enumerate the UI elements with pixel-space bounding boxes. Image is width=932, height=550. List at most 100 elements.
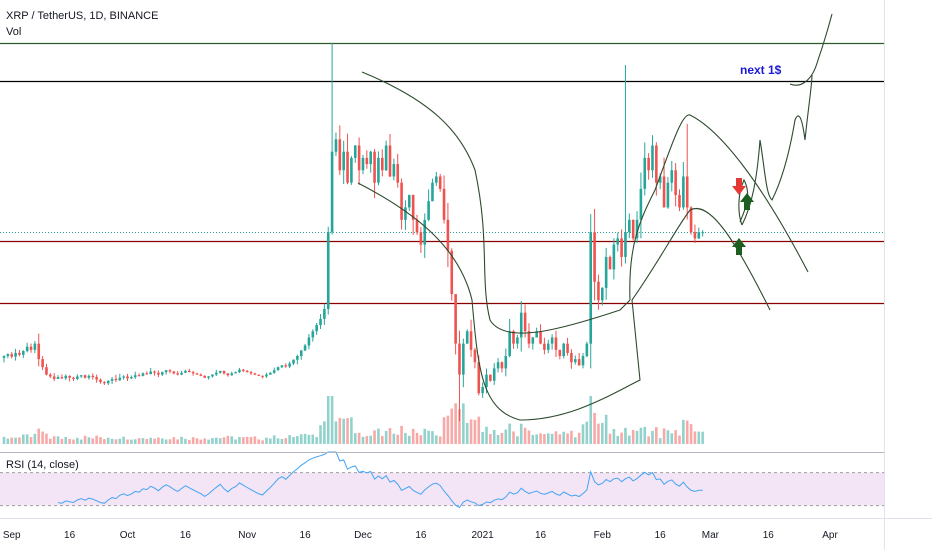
volume-bar — [612, 429, 616, 444]
volume-bar — [492, 429, 496, 444]
candle-body — [674, 170, 677, 196]
candle-body — [249, 372, 253, 374]
candle — [242, 368, 245, 373]
volume-bar — [296, 436, 299, 444]
candle — [496, 358, 500, 373]
candle-body — [296, 356, 299, 360]
candle-body — [311, 331, 315, 338]
candle — [342, 140, 345, 185]
candle-body — [215, 372, 218, 375]
rsi-line — [57, 451, 703, 509]
candle-body — [164, 370, 168, 373]
candle — [481, 382, 484, 398]
candle-body — [662, 176, 666, 208]
candle-body — [52, 376, 56, 379]
candle — [469, 319, 473, 357]
volume-bar — [99, 437, 102, 444]
volume-bar — [581, 424, 585, 444]
candle-body — [593, 232, 596, 282]
volume-bar — [33, 433, 37, 444]
volume-bar — [662, 428, 666, 444]
time-tick-label: Oct — [120, 530, 136, 541]
volume-bar — [674, 430, 677, 444]
candle — [489, 374, 492, 382]
candle — [601, 287, 604, 306]
candle — [14, 348, 17, 361]
candle — [141, 372, 145, 377]
volume-bar — [195, 438, 199, 444]
volume-bar — [249, 437, 253, 444]
volume-bar — [450, 408, 454, 444]
candle — [326, 226, 330, 315]
volume-bar — [207, 439, 210, 444]
candle — [353, 144, 357, 163]
candle-body — [701, 232, 704, 234]
candle-body — [616, 238, 620, 245]
candle — [6, 353, 10, 359]
rsi-label: RSI (14, close) — [6, 459, 79, 471]
candle — [199, 373, 203, 377]
volume-bar — [242, 437, 245, 444]
volume-bar — [400, 425, 403, 444]
candle-body — [338, 139, 342, 171]
volume-bar — [118, 438, 122, 444]
volume-bar — [624, 427, 627, 444]
candle-body — [10, 354, 14, 357]
time-tick-label: 16 — [64, 530, 76, 541]
candle — [388, 134, 392, 178]
candle-body — [22, 351, 25, 355]
candle — [56, 375, 60, 379]
volume-bar — [276, 438, 280, 444]
candle — [577, 352, 581, 366]
candle-body — [357, 145, 361, 171]
volume-bar — [87, 437, 91, 444]
candle — [558, 349, 562, 360]
candle-body — [319, 318, 322, 326]
candle-body — [631, 219, 635, 239]
volume-bar — [64, 436, 68, 444]
volume-bar — [454, 403, 457, 444]
candle — [334, 132, 338, 157]
volume-bar — [462, 403, 465, 444]
candle-body — [377, 157, 380, 183]
candle — [33, 341, 37, 354]
candle — [674, 162, 677, 207]
candle — [114, 374, 118, 383]
volume-bar — [365, 436, 369, 444]
candle — [338, 125, 342, 175]
volume-bar — [230, 436, 234, 444]
candle-body — [496, 362, 500, 369]
volume-bar — [431, 431, 434, 444]
time-tick-label: Sep — [3, 530, 21, 541]
candle — [191, 370, 195, 376]
candle-body — [481, 386, 484, 394]
volume-bar — [326, 396, 330, 444]
candle-body — [45, 367, 48, 375]
candle-body — [485, 374, 488, 387]
candle-body — [543, 343, 546, 350]
candle-body — [180, 372, 183, 375]
candle-body — [508, 331, 511, 357]
volume-bar — [299, 434, 303, 444]
candle — [172, 371, 176, 375]
candle — [207, 375, 210, 380]
candle — [187, 368, 191, 373]
candle — [218, 370, 222, 374]
candle-body — [130, 377, 133, 379]
volume-bar — [338, 417, 342, 444]
volume-bar — [68, 438, 71, 444]
candle — [265, 372, 268, 378]
volume-bar — [577, 432, 581, 444]
volume-bar — [103, 439, 106, 444]
candle-body — [489, 374, 492, 381]
volume-bar — [647, 436, 650, 444]
candle — [195, 372, 199, 375]
up-arrow-icon — [740, 193, 754, 210]
candle — [346, 133, 349, 185]
volume-bar — [60, 438, 64, 444]
candle-body — [435, 176, 438, 183]
candle-body — [56, 377, 60, 379]
candle-body — [570, 352, 573, 363]
candle — [68, 375, 71, 382]
